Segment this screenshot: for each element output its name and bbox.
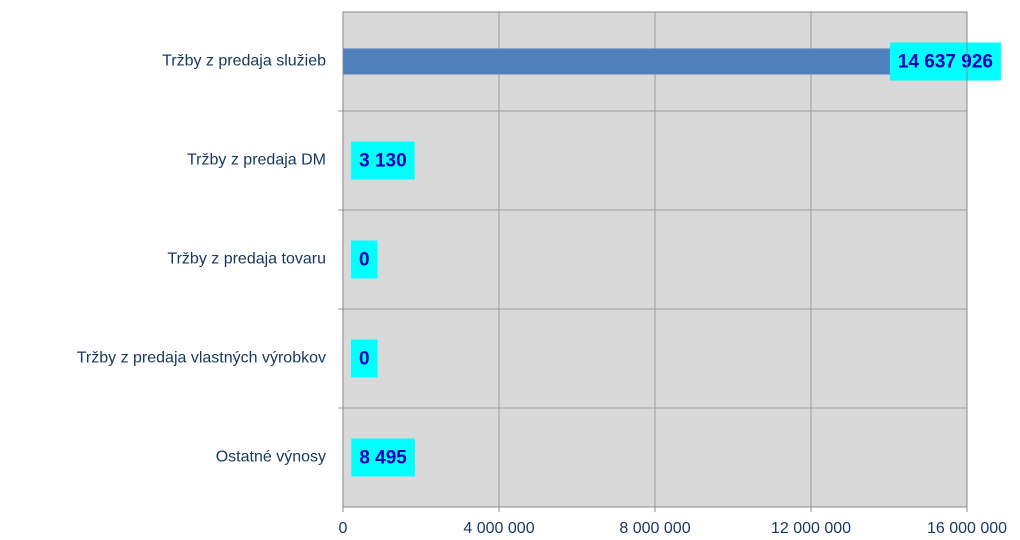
data-label-box <box>889 42 1001 81</box>
y-tick-label: Tržby z predaja tovaru <box>167 251 326 268</box>
data-label: 8 495 <box>359 448 407 469</box>
data-label: 0 <box>359 250 370 271</box>
y-tick-label: Tržby z predaja služieb <box>162 53 326 70</box>
x-tick-label: 4 000 000 <box>463 520 534 537</box>
data-label-box <box>351 240 378 279</box>
x-tick-label: 16 000 000 <box>927 520 1007 537</box>
data-label-box <box>351 141 415 180</box>
y-tick-label: Ostatné výnosy <box>216 449 326 466</box>
y-tick-label: Tržby z predaja DM <box>187 152 326 169</box>
data-label: 0 <box>359 349 370 370</box>
x-tick-label: 8 000 000 <box>619 520 690 537</box>
y-tick-label: Tržby z predaja vlastných výrobkov <box>77 350 326 367</box>
data-label-box <box>351 438 415 477</box>
x-tick-label: 12 000 000 <box>771 520 851 537</box>
data-label-box <box>351 339 378 378</box>
plot-border <box>342 11 968 508</box>
x-tick-label: 0 <box>339 520 348 537</box>
bar <box>343 48 914 75</box>
data-label: 14 637 926 <box>898 52 993 73</box>
marks: 14 637 926 3 130 0 0 8 495 <box>343 42 1001 477</box>
data-label: 3 130 <box>359 151 407 172</box>
